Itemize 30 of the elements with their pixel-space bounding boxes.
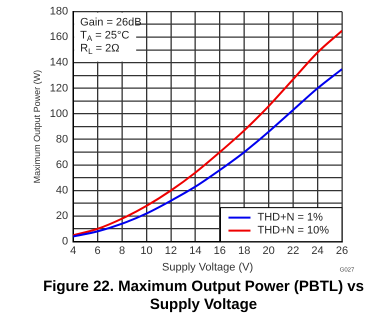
x-tick-label: 14 (189, 245, 202, 258)
x-tick-label: 20 (262, 245, 275, 258)
annotation: Gain = 26dB (80, 16, 142, 29)
y-axis-title: Maximum Output Power (W) (32, 70, 42, 184)
legend-label: THD+N = 1% (257, 212, 324, 224)
y-tick-label: 40 (56, 184, 68, 197)
line-series (73, 30, 342, 236)
y-tick-label: 0 (62, 236, 68, 248)
x-tick-label: 8 (118, 245, 126, 258)
x-tick-label: 18 (238, 245, 250, 258)
y-tick-label: 140 (50, 56, 68, 69)
x-tick-label: 22 (286, 245, 300, 258)
text: Figure 22. Maximum Output Power (PBTL) vs Supply Voltage (42, 278, 365, 314)
x-tick-label: 4 (70, 245, 76, 258)
y-tick-label: 20 (56, 210, 68, 222)
y-tick-label: 60 (56, 158, 68, 171)
legend-label: THD+N = 10% (257, 224, 330, 237)
y-tick-label: 80 (56, 133, 68, 146)
x-axis-title: Supply Voltage (V) (162, 261, 254, 274)
x-tick-label: 24 (311, 245, 324, 258)
x-tick-label: 26 (336, 245, 348, 258)
x-tick-label: 6 (94, 245, 101, 258)
y-tick-label: 180 (50, 6, 68, 18)
x-tick-label: 12 (164, 245, 178, 258)
y-tick-label: 120 (50, 82, 68, 94)
line-series (73, 68, 342, 238)
y-tick-label: 100 (50, 108, 68, 120)
x-tick-label: 10 (140, 245, 153, 258)
x-tick-label: 16 (214, 245, 226, 258)
y-tick-label: 160 (50, 31, 68, 44)
